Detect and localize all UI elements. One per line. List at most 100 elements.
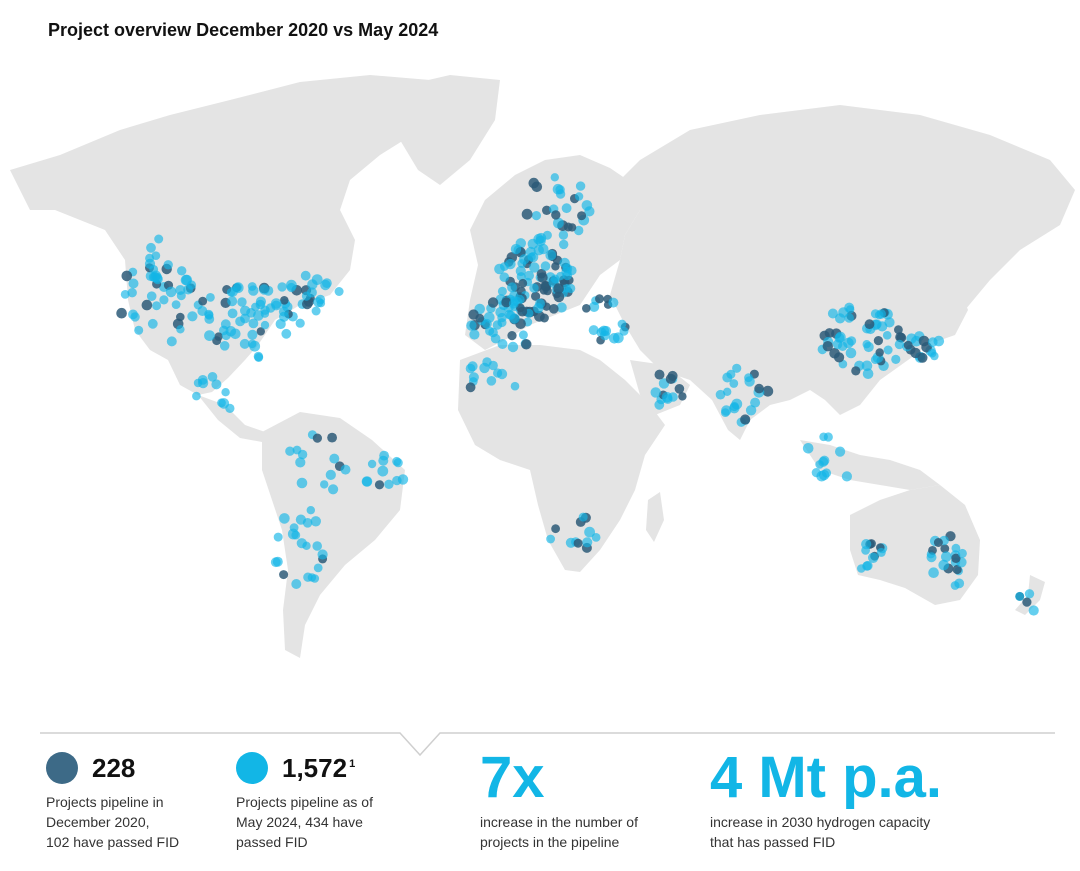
project-dot-may2024 (951, 543, 961, 553)
chart-title: Project overview December 2020 vs May 20… (48, 20, 439, 40)
project-dot-may2024 (316, 299, 326, 308)
project-dot-may2024 (515, 265, 526, 277)
project-dot-may2024 (248, 318, 259, 329)
project-dot-may2024 (204, 330, 215, 341)
project-dot-may2024 (578, 512, 588, 522)
project-dot-may2024 (894, 339, 905, 350)
project-dot-may2024 (248, 285, 259, 296)
project-dot-may2024 (608, 297, 619, 308)
land-greenland (385, 75, 500, 185)
project-dot-dec2020 (595, 294, 604, 304)
project-dot-may2024 (612, 332, 624, 344)
project-dot-dec2020 (654, 369, 665, 380)
project-dot-may2024 (509, 313, 520, 324)
legend-may2024: 1,572 1 Projects pipeline as of May 2024,… (236, 752, 373, 852)
project-dot-may2024 (499, 272, 510, 282)
project-dot-may2024 (581, 200, 593, 211)
project-dot-may2024 (877, 321, 888, 332)
pipeline-increase-description: increase in the number of projects in th… (480, 814, 638, 850)
project-dot-may2024 (1024, 589, 1035, 599)
project-dot-may2024 (883, 345, 893, 355)
project-dot-may2024 (811, 468, 821, 478)
project-dot-may2024 (497, 339, 508, 349)
project-dot-may2024 (479, 362, 490, 374)
capacity-increase-description: increase in 2030 hydrogen capacity that … (710, 814, 931, 850)
project-dot-may2024 (259, 284, 270, 295)
project-dot-may2024 (565, 283, 576, 294)
project-dot-may2024 (558, 230, 569, 240)
project-dot-dec2020 (903, 340, 913, 350)
project-dot-may2024 (821, 468, 832, 478)
project-dot-may2024 (818, 456, 829, 467)
project-dot-dec2020 (822, 341, 833, 352)
footnote-marker: 1 (349, 757, 356, 770)
project-dot-dec2020 (531, 181, 543, 193)
project-dot-may2024 (545, 249, 557, 261)
project-dot-may2024 (553, 217, 564, 229)
project-dot-may2024 (150, 272, 160, 283)
project-dot-may2024 (950, 581, 960, 590)
project-dot-may2024 (531, 211, 542, 221)
project-dot-may2024 (574, 225, 584, 236)
world-map (10, 75, 1075, 658)
project-dot-dec2020 (678, 392, 687, 401)
project-dot-may2024 (154, 234, 164, 244)
project-dot-may2024 (291, 579, 302, 589)
project-dot-may2024 (857, 564, 866, 573)
project-dot-may2024 (750, 397, 761, 408)
project-dot-may2024 (300, 270, 311, 281)
project-dot-dec2020 (551, 210, 561, 220)
project-dot-dec2020 (551, 262, 560, 271)
land-japan (930, 290, 968, 342)
project-dot-may2024 (496, 368, 508, 380)
project-dot-may2024 (281, 328, 292, 339)
project-dot-may2024 (827, 308, 838, 319)
project-dot-may2024 (260, 320, 270, 330)
project-dot-dec2020 (475, 313, 485, 323)
project-dot-may2024 (802, 443, 814, 454)
project-dot-may2024 (469, 329, 480, 340)
project-dot-may2024 (130, 312, 140, 322)
project-dot-may2024 (508, 298, 519, 309)
project-dot-may2024 (500, 262, 509, 271)
project-dot-may2024 (220, 319, 231, 330)
project-dot-dec2020 (873, 336, 884, 346)
project-dot-dec2020 (465, 382, 476, 393)
project-dot-may2024 (296, 538, 307, 549)
project-dot-dec2020 (549, 304, 559, 314)
project-dot-may2024 (841, 471, 853, 482)
project-dot-may2024 (483, 312, 495, 323)
highlight-capacity-increase: 4 Mt p.a. increase in 2030 hydrogen capa… (710, 748, 942, 852)
project-dot-dec2020 (573, 538, 583, 548)
project-dot-may2024 (152, 301, 162, 311)
project-dot-dec2020 (198, 296, 208, 306)
land-layer (10, 75, 1075, 658)
project-dot-may2024 (384, 479, 394, 489)
project-dot-may2024 (307, 573, 317, 582)
land-central-america (198, 395, 265, 442)
project-dot-may2024 (227, 296, 238, 307)
project-dot-may2024 (510, 243, 522, 255)
project-dot-dec2020 (279, 570, 289, 580)
project-dot-may2024 (163, 260, 173, 270)
project-dot-may2024 (591, 533, 601, 542)
project-dot-dec2020 (141, 299, 153, 311)
project-dot-may2024 (819, 432, 828, 442)
project-dot-may2024 (340, 464, 351, 475)
project-dot-may2024 (729, 403, 740, 414)
project-dot-may2024 (197, 306, 208, 316)
project-dot-may2024 (926, 552, 937, 563)
project-dot-may2024 (876, 547, 886, 557)
project-dot-may2024 (320, 480, 329, 489)
project-dot-may2024 (927, 348, 937, 358)
project-dot-may2024 (862, 340, 871, 349)
project-dot-may2024 (845, 347, 857, 359)
project-dot-may2024 (187, 311, 198, 322)
project-dot-may2024 (149, 265, 159, 274)
project-dot-may2024 (891, 354, 901, 364)
project-dot-may2024 (957, 548, 967, 558)
project-dot-may2024 (928, 337, 938, 347)
project-dot-dec2020 (910, 347, 921, 359)
project-dot-may2024 (721, 408, 730, 417)
project-dot-dec2020 (577, 211, 587, 221)
